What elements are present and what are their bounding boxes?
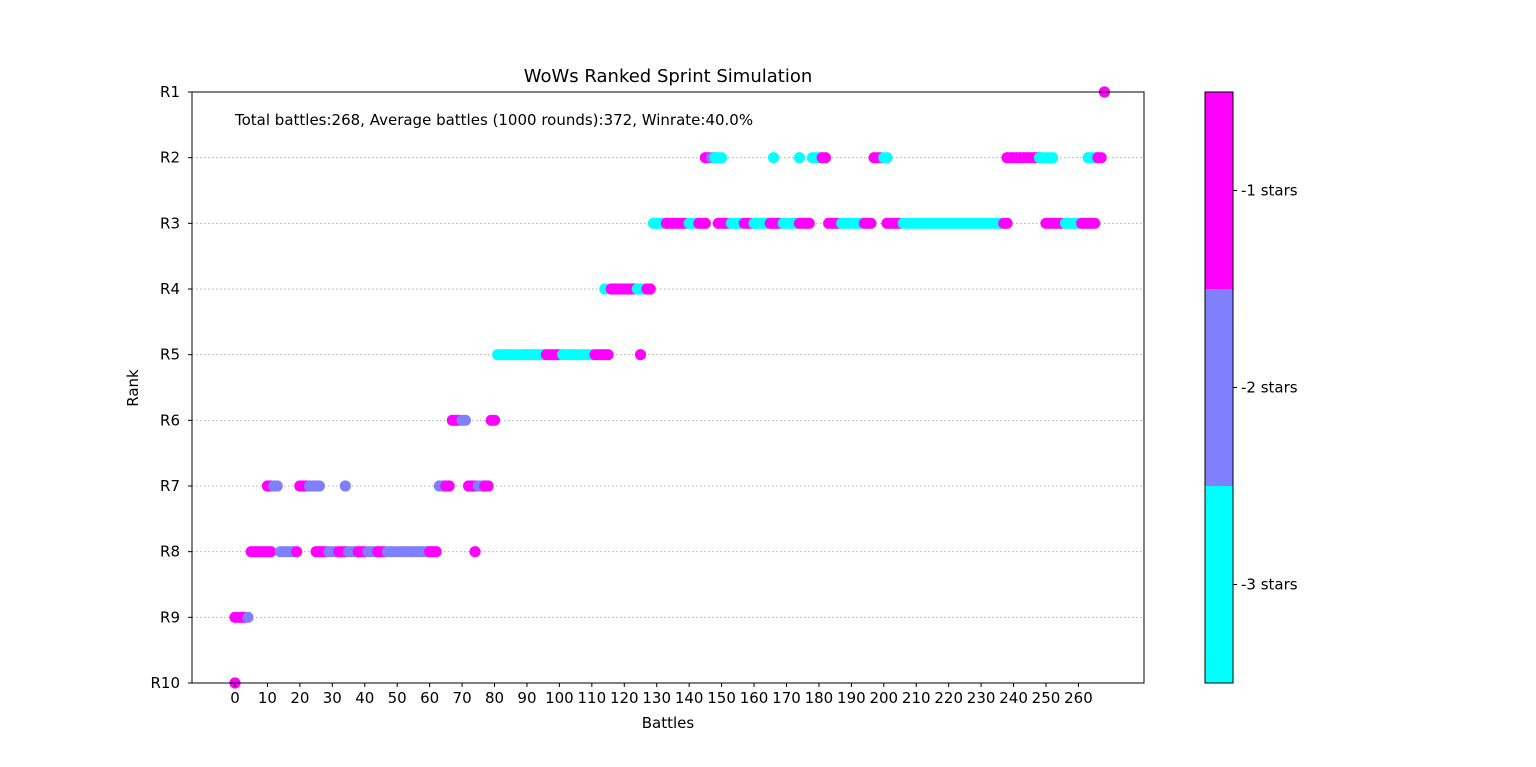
x-tick-label: 60 [420,689,439,707]
x-tick-label: 230 [967,689,996,707]
x-tick-label: 190 [837,689,866,707]
data-point [881,152,893,164]
x-tick-label: 140 [675,689,704,707]
x-tick-label: 120 [610,689,639,707]
data-point [716,152,728,164]
data-point [265,546,277,558]
data-point [242,611,254,623]
x-tick-label: 170 [772,689,801,707]
y-tick-label: R1 [160,83,180,101]
colorbar-label: -3 stars [1241,576,1298,594]
colorbar-label: -1 stars [1241,182,1298,200]
data-point [443,480,455,492]
x-tick-label: 20 [290,689,309,707]
x-tick-label: 240 [999,689,1028,707]
x-tick-label: 160 [740,689,769,707]
data-points [229,86,1110,689]
data-point [644,283,656,295]
data-point [271,480,283,492]
x-tick-label: 70 [453,689,472,707]
data-point [767,152,780,164]
colorbar-label: -2 stars [1241,379,1298,397]
data-point [793,152,806,164]
data-point [634,349,647,361]
y-axis-ticks: R1 R2 R3 R4 R5 R6 R7 R8 R9 R10 [150,83,192,692]
x-tick-label: 30 [323,689,342,707]
x-axis-ticks: 0 10 20 30 40 50 60 70 80 90 100 110 120 130 140 150 160… [230,683,1093,707]
y-tick-label: R8 [160,543,180,561]
y-tick-label: R2 [160,149,180,167]
data-point [339,480,351,492]
x-tick-label: 110 [578,689,607,707]
y-tick-label: R3 [160,214,180,232]
x-tick-label: 210 [902,689,931,707]
data-point [602,349,614,361]
x-tick-label: 200 [869,689,898,707]
data-point [430,546,442,558]
x-tick-label: 80 [485,689,504,707]
x-tick-label: 220 [934,689,963,707]
data-point [803,217,815,229]
x-tick-label: 50 [388,689,407,707]
y-tick-label: R9 [160,608,180,626]
x-tick-label: 180 [805,689,834,707]
data-point [1046,152,1059,164]
x-tick-label: 0 [230,689,240,707]
data-point [469,546,481,558]
colorbar-swatch [1205,92,1233,289]
y-tick-label: R7 [160,477,180,495]
colorbar-swatch [1205,486,1233,683]
data-point [1095,152,1107,164]
colorbar: -3 stars -2 stars -1 stars [1204,91,1298,684]
data-point [459,414,471,426]
x-tick-label: 150 [707,689,736,707]
data-point [865,217,877,229]
y-axis-label: Rank [124,369,142,407]
data-point [488,414,501,426]
colorbar-swatch [1205,289,1233,486]
data-point [699,217,711,229]
y-tick-label: R10 [150,674,180,692]
x-tick-label: 130 [642,689,671,707]
y-tick-label: R4 [160,280,180,298]
y-tick-label: R5 [160,346,180,364]
x-tick-label: 40 [355,689,374,707]
data-point [1089,217,1101,229]
data-point [482,480,494,492]
data-point [291,546,303,558]
x-tick-label: 260 [1064,689,1093,707]
x-axis-label: Battles [642,714,695,732]
colorbar-frame [1204,91,1234,684]
chart-title: WoWs Ranked Sprint Simulation [524,66,813,87]
x-tick-label: 250 [1032,689,1061,707]
x-tick-label: 90 [517,689,536,707]
stats-annotation: Total battles:268, Average battles (1000… [234,111,753,129]
data-point [313,480,325,492]
plot-frame [191,91,1145,684]
data-point [1001,217,1013,229]
y-tick-label: R6 [160,411,180,429]
x-tick-label: 100 [545,689,574,707]
data-point [819,152,832,164]
x-tick-label: 10 [258,689,277,707]
